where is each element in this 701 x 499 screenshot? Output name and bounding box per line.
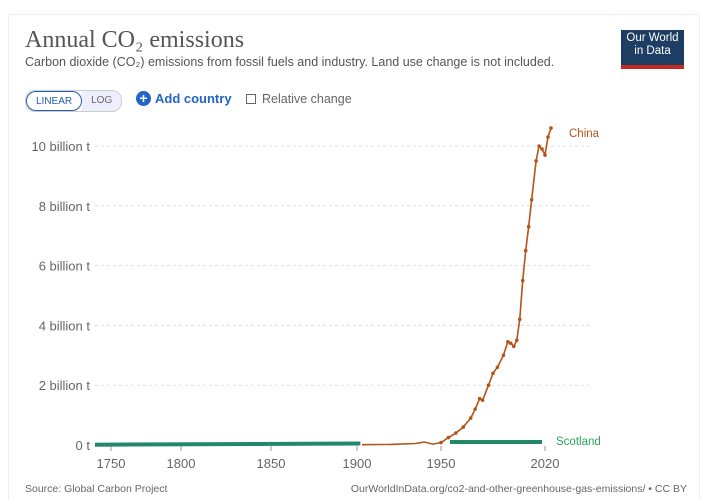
china-point	[529, 198, 534, 202]
y-tick-label: 2 billion t	[39, 378, 91, 393]
china-point	[486, 383, 491, 388]
checkbox-icon	[246, 94, 256, 104]
china-point	[543, 153, 547, 157]
y-tick-label: 0 t	[76, 438, 91, 453]
log-button[interactable]: LOG	[82, 91, 122, 111]
chart-frame	[8, 14, 700, 499]
owid-logo[interactable]: Our World in Data	[621, 30, 684, 69]
china-point	[549, 126, 553, 130]
scale-toggle: LINEAR LOG	[25, 90, 123, 112]
chart-title: Annual CO₂ emissions	[25, 27, 245, 53]
china-point	[512, 344, 516, 349]
china-line	[362, 127, 552, 446]
china-point	[540, 147, 544, 151]
plus-icon: +	[136, 91, 151, 106]
china-point	[491, 371, 495, 376]
y-tick-label: 4 billion t	[39, 318, 91, 333]
x-tick-label: 1950	[427, 456, 456, 471]
china-point	[517, 317, 522, 322]
china-point	[461, 425, 466, 429]
china-point	[495, 365, 500, 370]
x-tick-label: 1900	[343, 456, 372, 471]
china-point	[501, 353, 506, 358]
linear-button[interactable]: LINEAR	[26, 91, 83, 111]
china-point	[439, 440, 443, 445]
scotland-line	[94, 441, 361, 447]
add-country-button[interactable]: + Add country	[136, 91, 232, 106]
scotland-label: Scotland	[556, 436, 601, 448]
china-point	[537, 144, 541, 148]
y-tick-label: 8 billion t	[39, 199, 91, 214]
china-point	[454, 431, 458, 435]
chart-subtitle: Carbon dioxide (CO₂) emissions from foss…	[25, 55, 555, 69]
china-point	[534, 159, 538, 163]
china-point	[546, 135, 550, 139]
china-point	[473, 407, 477, 411]
y-tick-label: 6 billion t	[39, 259, 91, 274]
china-point	[506, 340, 510, 344]
china-point	[526, 224, 531, 229]
china-label: China	[569, 128, 600, 140]
x-tick-label: 1750	[97, 456, 126, 471]
china-point	[523, 248, 528, 253]
relative-change-checkbox[interactable]: Relative change	[246, 92, 352, 106]
x-tick-label: 1800	[167, 456, 196, 471]
china-point	[477, 396, 482, 401]
x-tick-label: 2020	[531, 456, 560, 471]
china-point	[509, 341, 513, 346]
x-tick-label: 1850	[257, 456, 286, 471]
add-country-label: Add country	[155, 91, 232, 106]
china-point	[520, 278, 525, 283]
url-note[interactable]: OurWorldInData.org/co2-and-other-greenho…	[350, 483, 687, 495]
relative-change-label: Relative change	[262, 92, 352, 106]
china-point	[480, 398, 485, 402]
china-point	[468, 416, 473, 420]
china-point	[446, 435, 451, 440]
china-point	[514, 338, 519, 343]
source-note: Source: Global Carbon Project	[25, 483, 168, 495]
y-tick-label: 10 billion t	[31, 139, 90, 154]
